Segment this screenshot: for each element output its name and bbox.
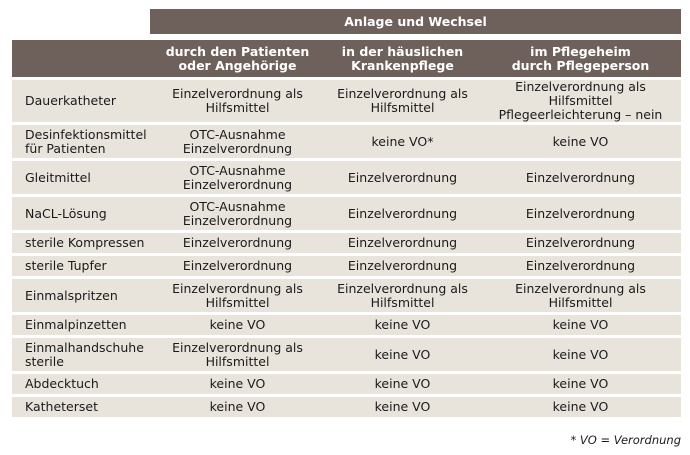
row-label: Einmalhandschuhe sterile [12,338,150,371]
table-cell: Einzelverordnung als Hilfsmittel [150,80,325,122]
table-cell: Einzelverordnung [480,161,681,194]
table-cell: keine VO [325,315,480,335]
table-cell: Einzelverordnung als Hilfsmittel [480,279,681,312]
table-cell: Einzelverordnung als Hilfsmittel Pflegeer… [480,80,681,122]
table-row: sterile Tupfer Einzelverordnung Einzelvero… [12,256,681,276]
footnote: * VO = Verordnung [570,433,682,447]
header-cell-nursing-home: im Pflegeheim durch Pflegeperson [480,40,681,77]
table-cell: keine VO [325,397,480,417]
table-cell: Einzelverordnung [480,233,681,253]
row-label: sterile Tupfer [12,256,150,276]
table-title: Anlage und Wechsel [150,9,681,34]
table-cell: keine VO [150,315,325,335]
row-label: NaCL-Lösung [12,197,150,230]
header-cell-patient: durch den Patienten oder Angehörige [150,40,325,77]
row-label: Desinfektionsmittel für Patienten [12,125,150,158]
header-cell-home-care: in der häuslichen Krankenpflege [325,40,480,77]
table-cell: Einzelverordnung [325,197,480,230]
table-cell: OTC-Ausnahme Einzelverordnung [150,197,325,230]
table-cell: Einzelverordnung als Hilfsmittel [325,80,480,122]
header-cell-blank [12,40,150,77]
row-label: Gleitmittel [12,161,150,194]
table-row: Katheterset keine VO keine VO keine VO [12,397,681,417]
table-cell: keine VO [150,374,325,394]
table-row: Einmalhandschuhe sterile Einzelverordnung … [12,338,681,371]
table-row: Abdecktuch keine VO keine VO keine VO [12,374,681,394]
table-cell: Einzelverordnung als Hilfsmittel [150,279,325,312]
row-label: Katheterset [12,397,150,417]
table-row: sterile Kompressen Einzelverordnung Einzel… [12,233,681,253]
table-row: Einmalspritzen Einzelverordnung als Hilfsm… [12,279,681,312]
table-cell: Einzelverordnung [480,197,681,230]
table-cell: keine VO [480,338,681,371]
table-cell: OTC-Ausnahme Einzelverordnung [150,125,325,158]
table-row: Desinfektionsmittel für Patienten OTC-Ausn… [12,125,681,158]
row-label: Abdecktuch [12,374,150,394]
table-cell: Einzelverordnung als Hilfsmittel [325,279,480,312]
prescription-table: durch den Patienten oder Angehörige in de… [12,37,681,420]
table-cell: Einzelverordnung [150,256,325,276]
table-cell: Einzelverordnung [325,161,480,194]
table-row: Einmalpinzetten keine VO keine VO keine VO [12,315,681,335]
row-label: sterile Kompressen [12,233,150,253]
table-cell: keine VO [150,397,325,417]
row-label: Einmalspritzen [12,279,150,312]
table-cell: keine VO [480,125,681,158]
table-cell: OTC-Ausnahme Einzelverordnung [150,161,325,194]
table-cell: Einzelverordnung als Hilfsmittel [150,338,325,371]
table-cell: keine VO [480,397,681,417]
row-label: Dauerkatheter [12,80,150,122]
table-row: Dauerkatheter Einzelverordnung als Hilfsmi… [12,80,681,122]
table-cell: Einzelverordnung [325,233,480,253]
table-cell: Einzelverordnung [480,256,681,276]
header-row: durch den Patienten oder Angehörige in de… [12,40,681,77]
row-label: Einmalpinzetten [12,315,150,335]
table-row: Gleitmittel OTC-Ausnahme Einzelverordnung E… [12,161,681,194]
table-cell: Einzelverordnung [150,233,325,253]
table-cell: Einzelverordnung [325,256,480,276]
table-cell: keine VO [480,315,681,335]
table-cell: keine VO [480,374,681,394]
table-row: NaCL-Lösung OTC-Ausnahme Einzelverordnung E… [12,197,681,230]
table-cell: keine VO* [325,125,480,158]
table-cell: keine VO [325,374,480,394]
table-cell: keine VO [325,338,480,371]
